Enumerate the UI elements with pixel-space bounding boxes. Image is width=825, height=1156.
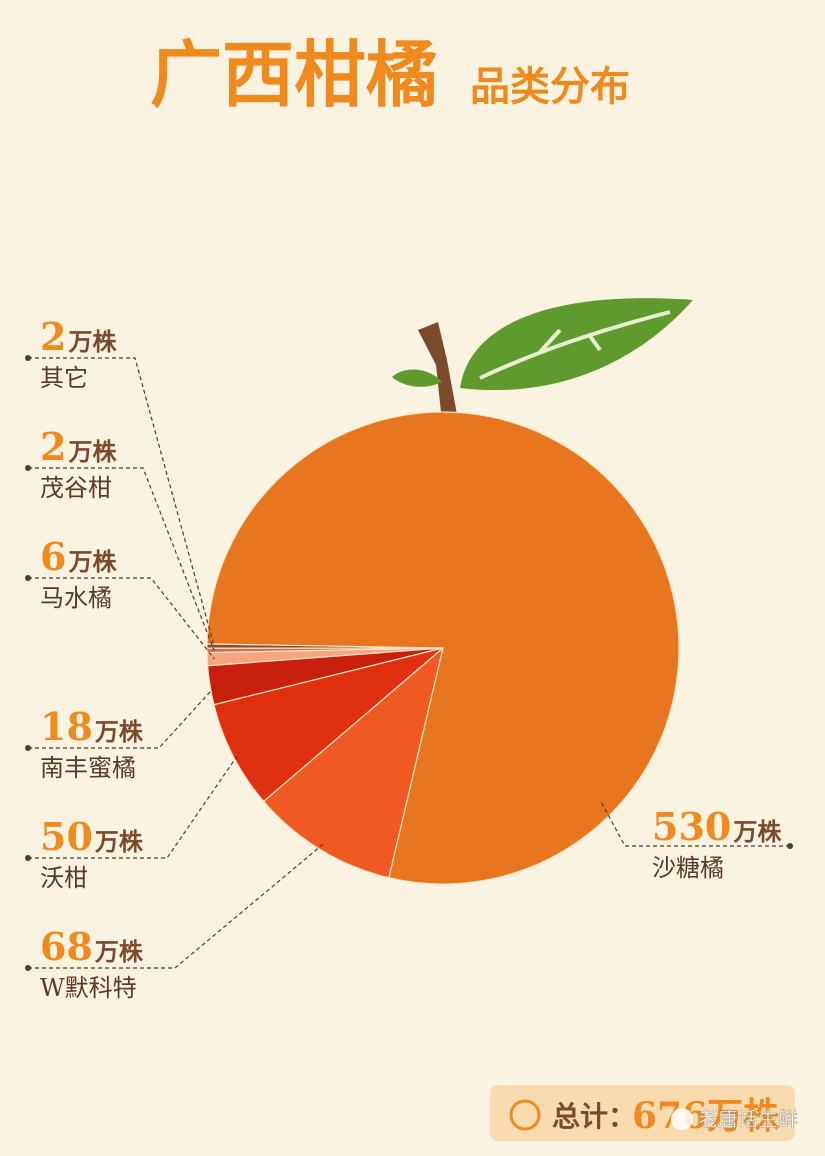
value-label: 2万株 <box>40 314 117 359</box>
total-box <box>490 1085 795 1141</box>
value-label: 18万株 <box>40 704 144 749</box>
pie-slice <box>206 411 680 885</box>
value-label: 6万株 <box>40 534 117 579</box>
chart-subtitle: 品类分布 <box>470 63 630 110</box>
category-label: 马水橘 <box>40 584 112 612</box>
leader-line <box>28 843 325 969</box>
total-value: 676万株 <box>632 1095 780 1137</box>
value-number: 530 <box>652 804 731 849</box>
category-label: 南丰蜜橘 <box>40 754 136 782</box>
value-number: 6 <box>40 534 66 579</box>
pie-slice <box>262 646 445 879</box>
watermark: 老唐话生鲜 <box>698 1107 798 1131</box>
value-unit: 万株 <box>68 327 117 356</box>
value-unit: 万株 <box>733 817 782 846</box>
value-number: 18 <box>40 704 93 749</box>
pie <box>206 411 680 885</box>
value-label: 68万株 <box>40 924 144 969</box>
value-unit: 万株 <box>95 827 144 856</box>
leader-line <box>599 799 790 847</box>
labels: 2万株其它2万株茂谷柑6万株马水橘18万株南丰蜜橘50万株沃柑68万株W默科特5… <box>25 314 793 1002</box>
leader-line <box>28 683 218 749</box>
category-label: W默科特 <box>40 974 137 1002</box>
small-leaf <box>392 369 442 387</box>
category-label: 沙糖橘 <box>652 854 724 882</box>
value-label: 2万株 <box>40 424 117 469</box>
value-number: 2 <box>40 424 66 469</box>
watermark-icon <box>671 1108 693 1130</box>
leader-line <box>28 357 215 647</box>
stem <box>418 322 458 422</box>
value-unit: 万株 <box>95 717 144 746</box>
leader-line <box>28 752 240 859</box>
value-number: 50 <box>40 814 93 859</box>
value-unit: 万株 <box>68 547 117 576</box>
total-label: 总计： <box>552 1100 636 1133</box>
value-label: 50万株 <box>40 814 144 859</box>
pie-slice <box>213 647 444 803</box>
leader-line <box>28 577 215 660</box>
value-label: 530万株 <box>652 804 782 849</box>
category-label: 其它 <box>40 364 88 392</box>
value-unit: 万株 <box>95 937 144 966</box>
category-label: 沃柑 <box>40 864 88 892</box>
category-label: 茂谷柑 <box>40 474 112 502</box>
value-number: 68 <box>40 924 93 969</box>
chart-title: 广西柑橘 <box>150 32 438 117</box>
value-number: 2 <box>40 314 66 359</box>
value-unit: 万株 <box>68 437 117 466</box>
leaf-vein <box>479 310 671 380</box>
orange-icon <box>509 1099 541 1131</box>
leader-line <box>28 467 215 651</box>
